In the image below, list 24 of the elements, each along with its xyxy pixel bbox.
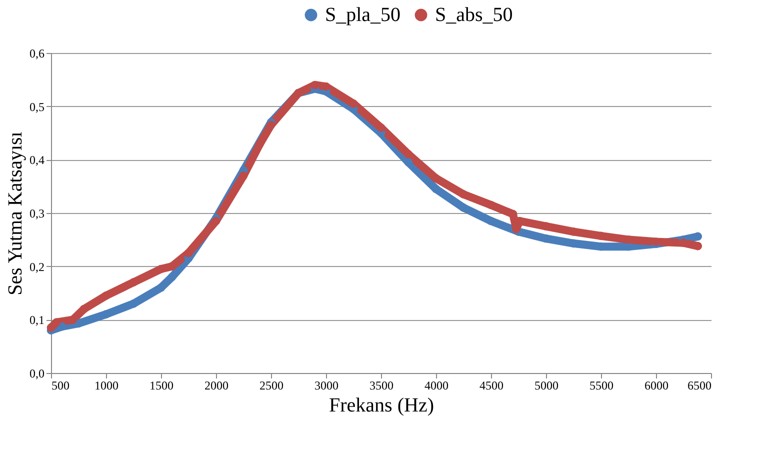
x-tick-label: 500 [52, 378, 70, 392]
y-tick-label: 0,3 [30, 206, 44, 220]
x-tick-label: 4000 [424, 378, 448, 392]
x-tick-label: 5000 [534, 378, 558, 392]
y-tick-label: 0,0 [30, 366, 44, 380]
y-tick-label: 0,5 [30, 100, 44, 114]
x-tick-label: 3000 [314, 378, 338, 392]
x-axis-title: Frekans (Hz) [329, 394, 434, 416]
y-tick-label: 0,1 [30, 313, 44, 328]
x-tick-label: 2000 [204, 378, 228, 392]
y-tick-label: 0,2 [30, 260, 44, 274]
y-axis-title: Ses Yutma Katsayısı [4, 131, 26, 296]
y-tick-label: 0,4 [30, 153, 44, 168]
x-tick-label: 4500 [480, 378, 504, 392]
x-tick-label: 6500 [688, 378, 712, 392]
y-tick-label: 0,6 [30, 46, 44, 60]
legend-label: S_abs_50 [435, 4, 513, 26]
x-tick-label: 2500 [260, 378, 284, 392]
x-tick-label: 1500 [150, 378, 174, 392]
x-tick-label: 6000 [644, 378, 668, 392]
legend-label: S_pla_50 [325, 4, 401, 26]
x-tick-label: 3500 [370, 378, 394, 392]
x-tick-label: 5500 [590, 378, 614, 392]
x-tick-label: 1000 [94, 378, 118, 392]
